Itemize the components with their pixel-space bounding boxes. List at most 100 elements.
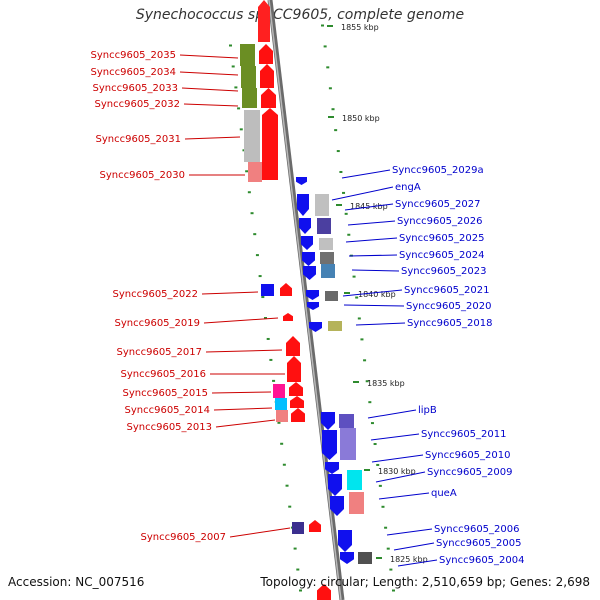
gene-box	[276, 410, 288, 422]
forward-gene-arrow	[287, 356, 301, 382]
reverse-gene-label: Syncc9605_2023	[401, 266, 487, 277]
gene-box	[242, 88, 257, 108]
forward-gene-label: Syncc9605_2013	[127, 422, 213, 433]
scale-label: 1845 kbp	[350, 202, 388, 211]
outer-tick-mark	[370, 422, 374, 425]
reverse-gene-arrow	[321, 412, 335, 430]
inner-tick-mark	[285, 484, 289, 487]
scale-tick	[344, 292, 350, 294]
forward-label-leader	[215, 419, 276, 428]
reverse-gene-label: Syncc9605_2029a	[392, 165, 484, 176]
forward-gene-arrow	[283, 313, 293, 321]
inner-tick-mark	[269, 358, 273, 361]
outer-tick-mark	[344, 212, 348, 215]
gene-box	[248, 162, 262, 182]
forward-gene-label: Syncc9605_2014	[125, 405, 211, 416]
reverse-gene-label: Syncc9605_2004	[439, 555, 525, 566]
reverse-gene-arrow	[297, 194, 309, 216]
outer-tick-mark	[389, 568, 393, 571]
scale-label: 1855 kbp	[341, 23, 379, 32]
reverse-gene-arrow	[322, 430, 337, 460]
outer-tick-mark	[381, 505, 385, 508]
forward-gene-arrow	[280, 283, 292, 296]
forward-label-leader	[179, 54, 239, 59]
forward-gene-label: Syncc9605_2019	[115, 318, 201, 329]
forward-label-leader	[213, 407, 273, 411]
outer-tick-mark	[386, 547, 390, 550]
gene-box	[275, 398, 287, 410]
forward-gene-arrow	[259, 44, 273, 64]
map-title: Synechococcus sp. CC9605, complete genom…	[135, 7, 465, 23]
scale-label: 1825 kbp	[390, 555, 428, 564]
forward-gene-label: Syncc9605_2033	[93, 83, 179, 94]
reverse-gene-arrow	[325, 462, 339, 474]
outer-tick-mark	[363, 359, 367, 362]
scale-tick	[327, 25, 333, 27]
inner-tick-mark	[261, 296, 265, 299]
accession-label: Accession: NC_007516	[8, 575, 145, 589]
outer-tick-mark	[352, 275, 356, 278]
gene-box	[340, 428, 356, 460]
forward-gene-label: Syncc9605_2016	[121, 369, 207, 380]
genome-summary: Topology: circular; Length: 2,510,659 bp…	[260, 575, 590, 589]
forward-gene-label: Syncc9605_2022	[113, 289, 199, 300]
forward-label-leader	[205, 349, 283, 353]
reverse-gene-arrow	[301, 236, 313, 250]
inner-tick-mark	[239, 128, 243, 131]
forward-gene-arrow	[286, 336, 300, 356]
forward-gene-label: Syncc9605_2035	[91, 50, 177, 61]
inner-tick-mark	[293, 547, 297, 550]
reverse-label-leader	[331, 186, 394, 201]
reverse-gene-label: Syncc9605_2021	[404, 285, 490, 296]
outer-tick-mark	[384, 526, 388, 529]
gene-box	[347, 470, 362, 490]
forward-gene-arrow	[291, 408, 305, 422]
reverse-gene-arrow	[306, 290, 319, 300]
scale-tick	[328, 116, 334, 118]
outer-tick-mark	[368, 401, 372, 404]
reverse-gene-label: Syncc9605_2020	[406, 301, 492, 312]
forward-gene-arrow	[260, 64, 274, 88]
gene-box	[321, 264, 335, 278]
reverse-gene-label: Syncc9605_2026	[397, 216, 483, 227]
forward-gene-arrow	[290, 396, 304, 408]
forward-gene-arrow	[309, 520, 321, 532]
reverse-label-leader	[344, 203, 394, 211]
inner-tick-mark	[245, 170, 249, 173]
gene-box	[319, 238, 333, 250]
genome-backbone-highlight	[268, 0, 342, 600]
reverse-label-leader	[355, 322, 406, 326]
reverse-gene-arrow	[307, 302, 319, 310]
reverse-label-leader	[386, 528, 433, 536]
forward-gene-label: Syncc9605_2017	[117, 347, 203, 358]
outer-tick-mark	[378, 484, 382, 487]
gene-box	[292, 522, 304, 534]
forward-gene-label: Syncc9605_2030	[100, 170, 186, 181]
reverse-gene-label: Syncc9605_2005	[436, 538, 522, 549]
inner-tick-mark	[250, 212, 254, 215]
inner-tick-mark	[255, 254, 259, 257]
reverse-label-leader	[351, 269, 400, 272]
gene-box	[358, 552, 372, 564]
inner-tick-mark	[247, 191, 251, 194]
scale-tick	[336, 204, 342, 206]
forward-gene-label: Syncc9605_2034	[91, 67, 177, 78]
gene-box	[317, 218, 331, 234]
reverse-gene-arrow	[296, 177, 307, 185]
outer-tick-mark	[328, 87, 332, 90]
outer-tick-mark	[339, 170, 343, 173]
forward-label-leader	[203, 317, 279, 324]
forward-label-leader	[229, 527, 291, 538]
scale-tick	[353, 381, 359, 383]
outer-tick-mark	[323, 45, 327, 48]
reverse-gene-label: Syncc9605_2024	[399, 250, 485, 261]
gene-box	[315, 194, 329, 216]
gene-box	[349, 492, 364, 514]
forward-gene-label: Syncc9605_2031	[96, 134, 182, 145]
inner-tick-mark	[234, 86, 238, 89]
reverse-gene-label: Syncc9605_2011	[421, 429, 507, 440]
inner-tick-mark	[231, 65, 235, 68]
gene-box	[339, 414, 354, 428]
scale-label: 1840 kbp	[358, 290, 396, 299]
